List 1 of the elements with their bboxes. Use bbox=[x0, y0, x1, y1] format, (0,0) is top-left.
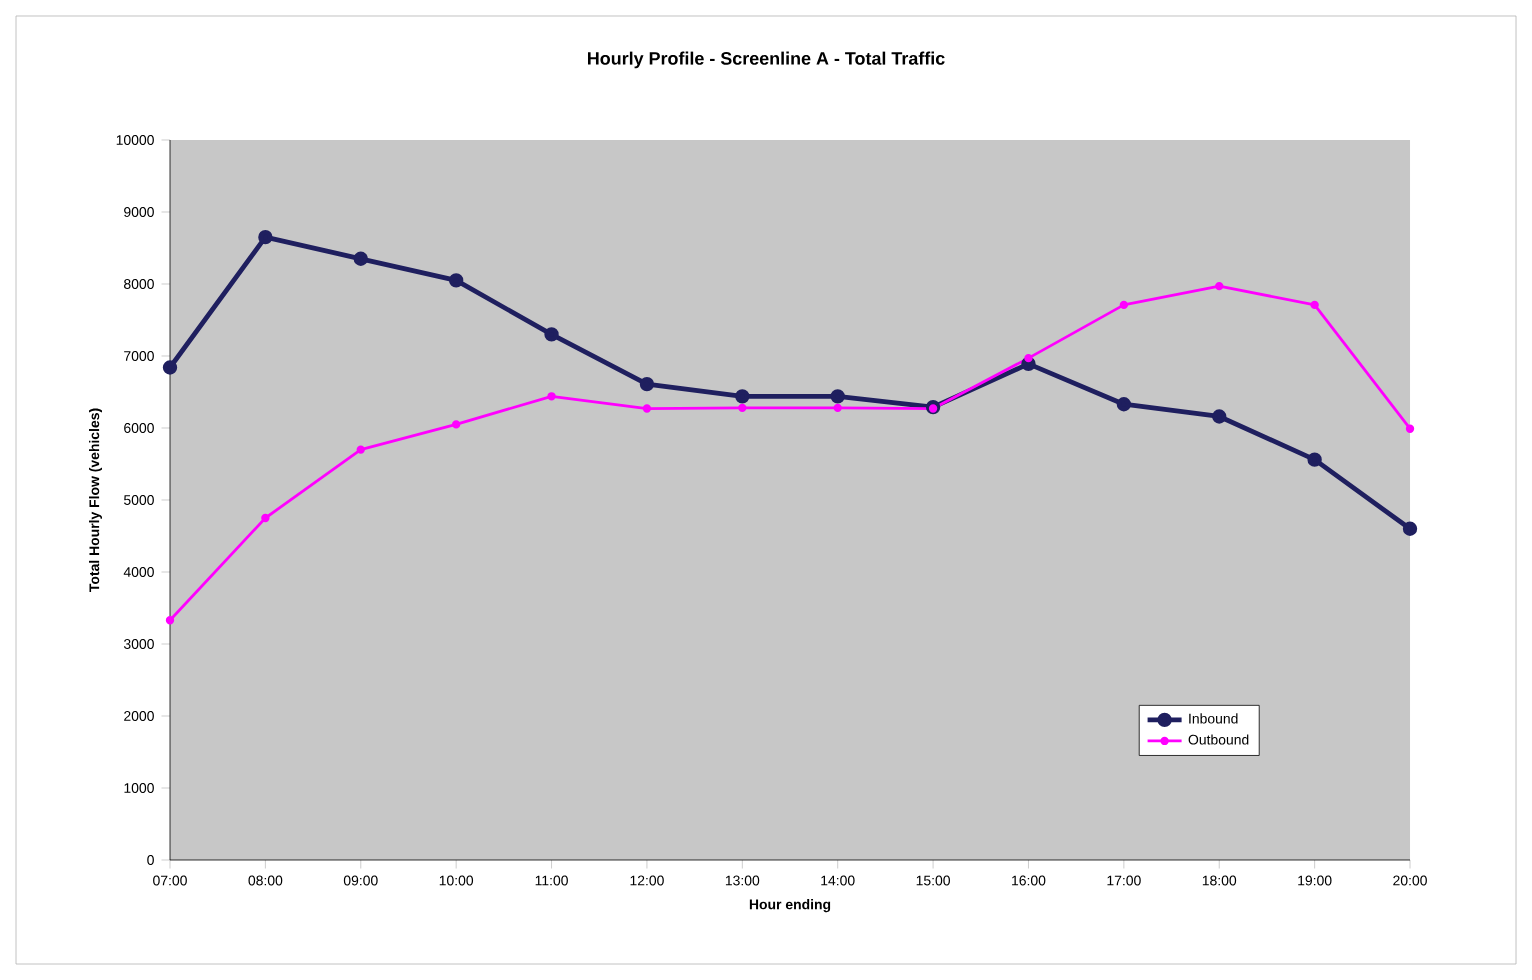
chart-title: Hourly Profile - Screenline A - Total Traffic bbox=[588, 51, 945, 69]
